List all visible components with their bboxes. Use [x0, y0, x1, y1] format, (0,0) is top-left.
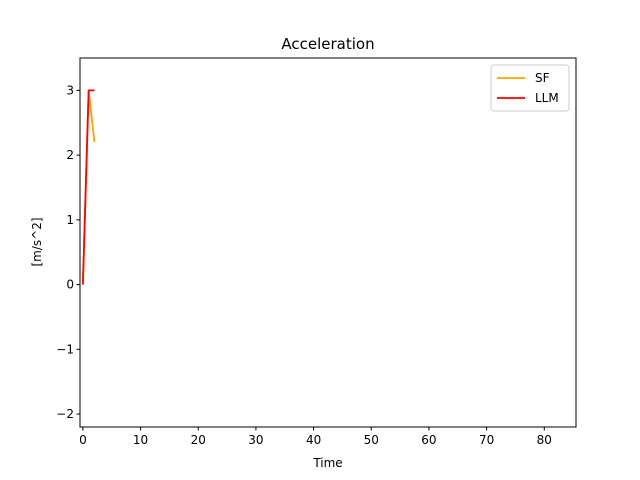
- legend-box: [490, 64, 570, 112]
- axes-frame: [79, 57, 577, 428]
- x-tick-label: 60: [421, 433, 436, 447]
- x-tick-label: 50: [364, 433, 379, 447]
- y-tick-label: −2: [56, 407, 74, 421]
- x-tick-label: 80: [537, 433, 552, 447]
- y-tick-label: 2: [66, 148, 74, 162]
- plot-area: [81, 89, 96, 285]
- legend-label: LLM: [535, 91, 559, 105]
- x-tick-label: 40: [306, 433, 321, 447]
- y-axis-label: [m/s^2]: [30, 217, 44, 266]
- x-tick-label: 20: [191, 433, 206, 447]
- x-tick-label: 30: [248, 433, 263, 447]
- chart-title: Acceleration: [281, 35, 374, 53]
- legend: SF LLM: [490, 64, 570, 112]
- series-line-llm: [81, 89, 95, 285]
- y-tick-label: 3: [66, 83, 74, 97]
- y-tick-label: 0: [66, 278, 74, 292]
- x-tick-label: 0: [79, 433, 87, 447]
- x-tick-label: 70: [479, 433, 494, 447]
- y-axis-ticks: −2 −1 0 1 2 3: [56, 83, 80, 421]
- y-tick-label: 1: [66, 213, 74, 227]
- y-tick-label: −1: [56, 342, 74, 356]
- legend-label: SF: [535, 71, 550, 85]
- x-tick-label: 10: [133, 433, 148, 447]
- x-axis-ticks: 0 10 20 30 40 50 60 70 80: [79, 427, 552, 447]
- x-axis-label: Time: [312, 456, 342, 470]
